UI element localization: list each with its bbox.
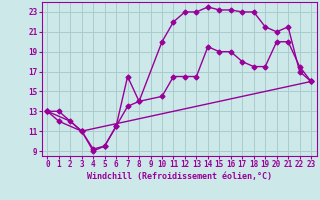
X-axis label: Windchill (Refroidissement éolien,°C): Windchill (Refroidissement éolien,°C) [87, 172, 272, 181]
